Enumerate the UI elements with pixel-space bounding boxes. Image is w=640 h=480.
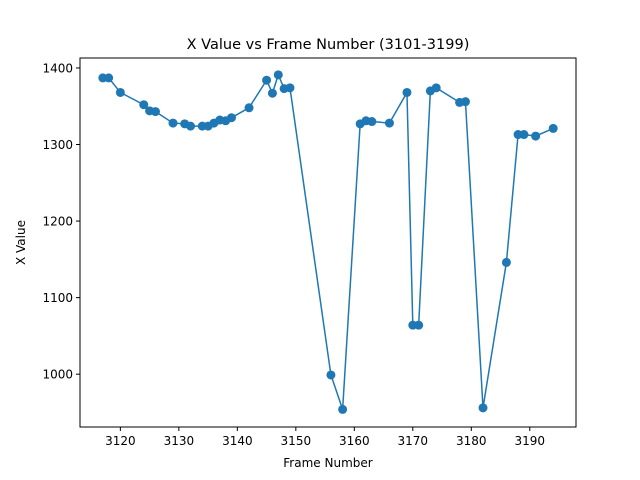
y-tick-label: 1100	[42, 291, 73, 305]
plot-area	[98, 70, 558, 414]
data-point	[150, 107, 160, 117]
data-point	[384, 118, 394, 128]
data-point	[460, 97, 470, 107]
data-point	[168, 118, 178, 128]
data-point	[273, 70, 283, 80]
data-point	[244, 103, 254, 113]
data-point	[548, 123, 558, 133]
x-tick-label: 3130	[164, 434, 195, 448]
y-tick-label: 1200	[42, 214, 73, 228]
x-tick-label: 3190	[515, 434, 546, 448]
x-tick-label: 3120	[105, 434, 136, 448]
y-tick-label: 1300	[42, 138, 73, 152]
data-point	[285, 83, 295, 93]
data-point	[262, 75, 272, 85]
chart-title: X Value vs Frame Number (3101-3199)	[187, 37, 470, 53]
y-axis-label: X Value	[14, 220, 28, 265]
x-tick-label: 3150	[281, 434, 312, 448]
plot-frame	[79, 57, 577, 428]
data-point	[186, 121, 196, 131]
data-point	[478, 403, 488, 413]
data-point	[414, 320, 424, 330]
y-tick-label: 1000	[42, 367, 73, 381]
data-point	[531, 131, 541, 141]
x-tick-label: 3140	[222, 434, 253, 448]
x-tick-label: 3170	[398, 434, 429, 448]
data-point	[431, 83, 441, 93]
x-axis-label: Frame Number	[283, 456, 372, 470]
data-point	[367, 117, 377, 127]
data-point	[402, 87, 412, 97]
data-point	[139, 100, 149, 110]
data-point	[104, 73, 114, 83]
data-point	[115, 87, 125, 97]
data-point	[519, 130, 529, 140]
y-tick-label: 1400	[42, 61, 73, 75]
data-point	[338, 404, 348, 414]
data-point	[501, 257, 511, 267]
data-point	[267, 88, 277, 98]
x-tick-label: 3160	[339, 434, 370, 448]
data-point	[226, 113, 236, 123]
data-point	[326, 370, 336, 380]
x-tick-label: 3180	[456, 434, 487, 448]
axis-ticks: 3120 3130 3140 3150 3160 3170 3180 3190 1000 1100…	[42, 61, 545, 448]
